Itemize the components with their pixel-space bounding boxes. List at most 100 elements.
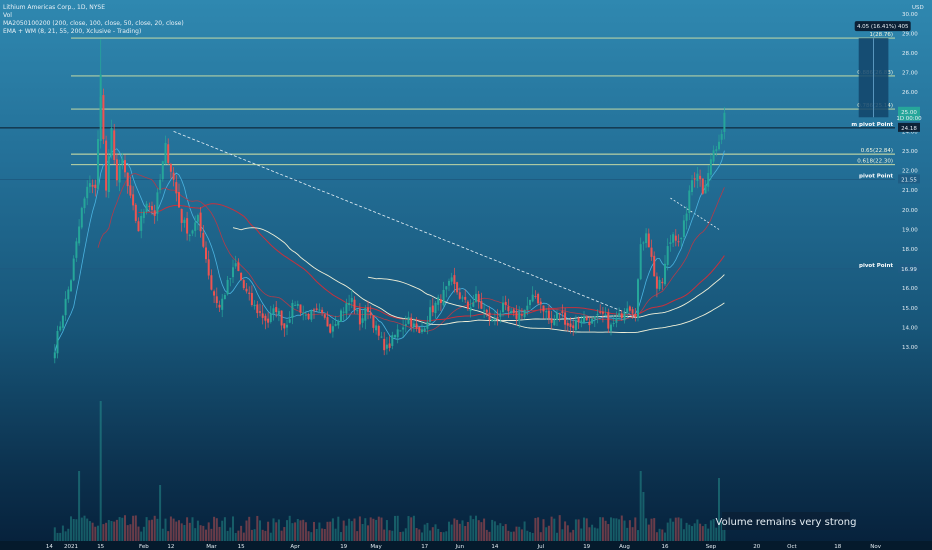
- candle-body: [326, 317, 329, 327]
- candle-body: [647, 233, 650, 248]
- candle-body: [248, 292, 251, 294]
- candle-body: [620, 313, 623, 319]
- volume-bar: [277, 519, 280, 541]
- volume-bar: [431, 527, 434, 541]
- x-tick-label: 16: [662, 544, 669, 550]
- y-tick-label: 20.00: [902, 208, 918, 214]
- volume-bar: [701, 526, 704, 541]
- volume-bar: [464, 526, 467, 541]
- candle-body: [83, 198, 86, 209]
- y-tick-label: 21.00: [902, 188, 918, 194]
- volume-bar: [499, 523, 502, 541]
- volume-bar: [323, 528, 326, 541]
- volume-bar: [272, 518, 275, 541]
- volume-bar: [529, 532, 531, 541]
- candle-body: [302, 312, 305, 314]
- volume-bar: [588, 527, 591, 541]
- candle-body: [234, 263, 237, 267]
- volume-bar: [461, 520, 464, 541]
- volume-bar: [59, 532, 62, 541]
- volume-bar: [580, 528, 583, 541]
- candle-body: [456, 282, 459, 293]
- candle-body: [191, 230, 194, 234]
- candle-body: [388, 343, 391, 348]
- candle-body: [156, 192, 159, 214]
- volume-bar: [61, 525, 64, 541]
- candle-body: [396, 329, 399, 338]
- pivot-badge-text: 21.55: [901, 177, 917, 183]
- ema-55-line: [138, 203, 725, 322]
- volume-bar: [180, 523, 183, 541]
- candle-body: [402, 327, 405, 330]
- candle-body: [415, 323, 418, 329]
- ma-100-line: [232, 227, 725, 326]
- volume-bar: [199, 525, 202, 541]
- volume-bar: [307, 531, 310, 541]
- volume-bar: [485, 529, 488, 541]
- volume-bar: [520, 529, 523, 541]
- candle-body: [345, 303, 348, 314]
- candle-body: [134, 204, 137, 221]
- volume-bar: [113, 521, 116, 541]
- candle-body: [688, 190, 691, 214]
- volume-bar: [240, 525, 243, 541]
- y-tick-label: 27.00: [902, 71, 918, 77]
- volume-bar: [275, 522, 278, 541]
- candle-body: [358, 308, 361, 325]
- volume-bar: [483, 518, 486, 541]
- volume-bar: [593, 527, 596, 541]
- candle-body: [331, 326, 334, 332]
- candle-body: [518, 312, 521, 321]
- candle-body: [458, 292, 461, 299]
- volume-bar: [215, 518, 218, 541]
- candle-body: [137, 221, 140, 232]
- volume-bar: [456, 519, 459, 541]
- candle-body: [439, 299, 442, 303]
- candle-body: [380, 336, 383, 338]
- candle-body: [367, 307, 369, 312]
- volume-bar: [439, 532, 442, 541]
- candle-body: [664, 263, 666, 285]
- candle-body: [348, 303, 351, 306]
- volume-bar: [399, 531, 402, 541]
- volume-bar: [118, 517, 121, 541]
- candle-body: [723, 112, 726, 132]
- volume-bar: [226, 530, 229, 541]
- candle-body: [88, 183, 91, 187]
- candle-body: [102, 95, 105, 140]
- x-tick-label: 14: [491, 544, 498, 550]
- volume-bar: [188, 522, 191, 541]
- volume-bar: [267, 521, 270, 541]
- candle-body: [693, 178, 696, 180]
- candle-body: [720, 134, 723, 140]
- volume-bar: [196, 520, 199, 541]
- candle-body: [699, 175, 702, 180]
- candle-body: [658, 279, 661, 289]
- candle-body: [124, 160, 126, 173]
- volume-bar: [718, 478, 720, 541]
- candle-body: [264, 315, 267, 321]
- volume-bar: [345, 525, 348, 541]
- ma-indicator-label: MA2050100200 (200, close, 100, close, 50…: [3, 20, 184, 27]
- volume-bar: [321, 528, 324, 541]
- candle-body: [564, 312, 567, 325]
- candle-body: [526, 305, 529, 310]
- candle-body: [712, 150, 715, 162]
- fib-level-label: 1(28.76): [869, 32, 893, 38]
- volume-bar: [223, 517, 226, 541]
- candle-body: [580, 320, 583, 324]
- candle-body: [504, 301, 507, 305]
- spike-candle: [99, 74, 102, 122]
- volume-bar: [388, 530, 391, 541]
- volume-bar: [342, 520, 345, 541]
- volume-bar: [604, 520, 607, 541]
- volume-bar: [234, 532, 237, 541]
- volume-bar: [674, 517, 677, 541]
- volume-bar: [291, 523, 294, 541]
- volume-bar: [294, 522, 297, 541]
- volume-bar: [107, 520, 110, 541]
- candle-body: [80, 207, 83, 228]
- candle-body: [448, 280, 450, 286]
